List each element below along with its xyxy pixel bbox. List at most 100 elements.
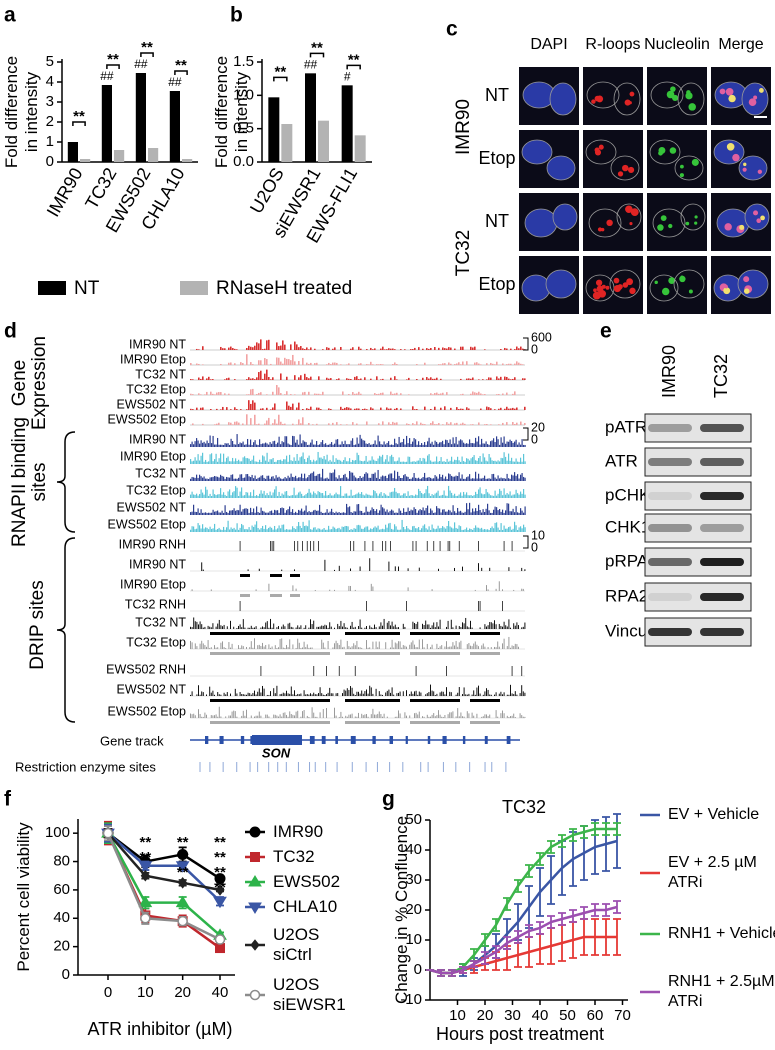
signal xyxy=(388,512,390,515)
signal xyxy=(298,460,300,464)
signal xyxy=(516,622,518,629)
signal xyxy=(374,440,376,447)
signal xyxy=(471,646,473,649)
signal xyxy=(310,541,311,551)
signal xyxy=(241,461,243,464)
signal xyxy=(302,521,304,532)
signal xyxy=(298,492,300,498)
signal xyxy=(494,694,495,696)
micrograph xyxy=(583,193,643,251)
signal xyxy=(255,626,257,629)
signal xyxy=(409,495,411,498)
signal xyxy=(274,461,276,464)
signal xyxy=(254,690,255,696)
signal xyxy=(248,495,250,498)
signal xyxy=(488,493,490,498)
signal xyxy=(396,716,398,718)
signal xyxy=(502,694,503,696)
signal xyxy=(410,509,412,515)
track-label: IMR90 Etop xyxy=(120,352,186,366)
signal xyxy=(410,529,412,532)
signal xyxy=(249,693,251,696)
signal xyxy=(256,424,258,425)
signal xyxy=(263,511,265,515)
signal xyxy=(276,384,278,395)
signal xyxy=(268,716,270,718)
scale-bracket xyxy=(523,337,529,351)
signal xyxy=(412,441,414,447)
signal xyxy=(431,690,433,696)
signal xyxy=(322,440,324,447)
signal xyxy=(479,528,481,532)
spot xyxy=(748,98,757,106)
signal xyxy=(233,527,235,532)
signal xyxy=(254,414,256,425)
track-label: EWS502 Etop xyxy=(107,704,186,718)
signal xyxy=(340,478,342,481)
signal xyxy=(442,363,444,365)
signal xyxy=(433,528,435,532)
signal xyxy=(307,444,309,447)
signal xyxy=(392,393,394,395)
signal xyxy=(276,627,278,629)
signal xyxy=(212,476,214,481)
signal xyxy=(244,715,246,718)
signal xyxy=(249,627,251,629)
signal xyxy=(268,627,270,629)
signal xyxy=(499,488,501,498)
signal xyxy=(223,512,225,515)
y-tick-label: 1.0 xyxy=(233,86,254,103)
signal xyxy=(239,442,241,447)
signal xyxy=(510,408,512,410)
signal xyxy=(192,423,194,425)
series-line xyxy=(429,935,617,975)
signal xyxy=(446,666,447,676)
signal xyxy=(314,444,316,447)
signal xyxy=(225,694,227,696)
signal xyxy=(190,478,192,481)
signal xyxy=(410,443,412,447)
signal xyxy=(430,495,432,498)
signal xyxy=(269,478,271,481)
band xyxy=(648,458,692,466)
signal xyxy=(490,377,492,380)
signal xyxy=(252,378,254,380)
signal xyxy=(418,460,420,464)
signal xyxy=(196,528,198,532)
signal xyxy=(424,424,426,425)
signal xyxy=(242,710,244,718)
signal xyxy=(236,693,238,696)
signal xyxy=(260,339,262,350)
signal xyxy=(428,437,430,447)
signal xyxy=(521,627,523,629)
spot xyxy=(668,223,673,229)
signal xyxy=(343,460,345,464)
series-line xyxy=(106,832,221,941)
signal xyxy=(286,376,288,380)
signal xyxy=(294,541,295,551)
signal xyxy=(454,476,456,481)
spot xyxy=(669,147,677,154)
significance-label: ** xyxy=(214,834,226,851)
signal xyxy=(500,376,502,380)
signal xyxy=(456,422,458,425)
signal xyxy=(211,495,213,498)
signal xyxy=(334,569,335,571)
signal xyxy=(343,512,345,515)
signal xyxy=(209,454,211,464)
signal xyxy=(284,712,286,718)
signal xyxy=(278,491,280,498)
signal xyxy=(323,512,325,515)
signal xyxy=(302,495,304,498)
signal xyxy=(455,512,457,515)
signal xyxy=(269,459,271,464)
signal xyxy=(238,645,239,649)
signal xyxy=(447,646,449,649)
signal xyxy=(394,487,396,498)
brace xyxy=(56,537,76,723)
marker xyxy=(177,915,188,927)
signal xyxy=(301,528,303,532)
signal xyxy=(482,379,484,380)
signal xyxy=(308,488,310,498)
signal xyxy=(308,378,310,380)
